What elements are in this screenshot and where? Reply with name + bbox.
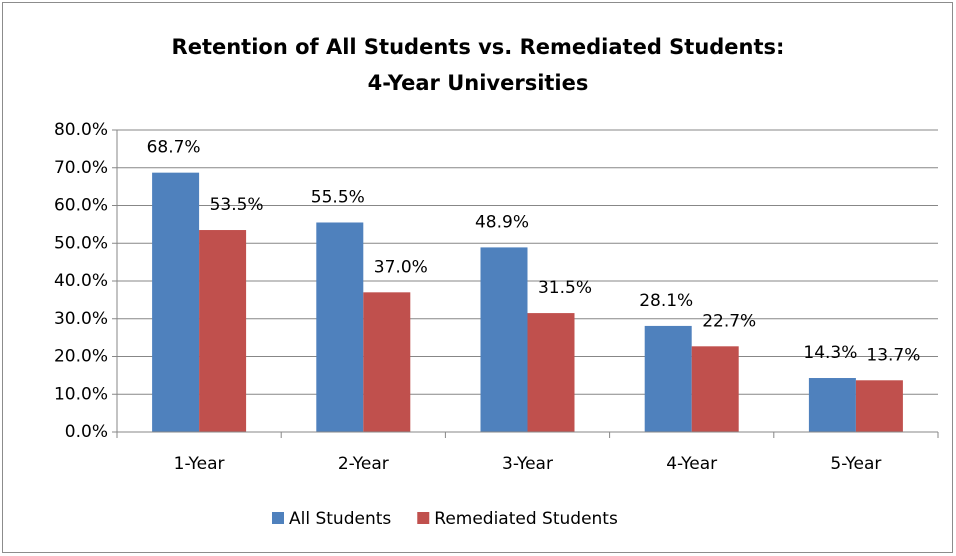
y-tick-label: 10.0%	[54, 384, 108, 404]
chart-title: Retention of All Students vs. Remediated…	[172, 35, 785, 59]
legend-swatch	[272, 512, 284, 524]
bar	[480, 247, 528, 432]
x-tick-label: 1-Year	[174, 454, 225, 474]
bar	[199, 230, 247, 432]
y-tick-label: 80.0%	[54, 120, 108, 140]
legend-swatch	[417, 512, 430, 524]
y-tick-label: 50.0%	[54, 233, 108, 253]
y-tick-label: 0.0%	[65, 422, 108, 442]
data-label: 37.0%	[374, 257, 428, 277]
x-tick-label: 2-Year	[338, 454, 389, 474]
data-label: 55.5%	[311, 187, 365, 207]
bar	[152, 172, 200, 432]
bar	[316, 222, 364, 432]
data-label: 68.7%	[147, 138, 201, 158]
legend-label: Remediated Students	[434, 509, 618, 529]
bar	[808, 378, 856, 432]
data-label: 14.3%	[803, 343, 857, 363]
x-tick-label: 4-Year	[666, 454, 717, 474]
data-label: 22.7%	[702, 311, 756, 331]
chart-title: 4-Year Universities	[368, 71, 589, 95]
data-label: 31.5%	[538, 278, 592, 298]
x-tick-label: 3-Year	[502, 454, 553, 474]
bar	[363, 292, 411, 432]
y-tick-label: 30.0%	[54, 309, 108, 329]
x-tick-label: 5-Year	[830, 454, 881, 474]
y-tick-label: 20.0%	[54, 347, 108, 367]
data-label: 13.7%	[866, 345, 920, 365]
y-tick-label: 70.0%	[54, 158, 108, 178]
y-tick-label: 40.0%	[54, 271, 108, 291]
bar	[527, 313, 575, 432]
bar	[691, 346, 739, 432]
legend-label: All Students	[289, 509, 391, 529]
data-label: 28.1%	[639, 291, 693, 311]
data-label: 53.5%	[210, 195, 264, 215]
data-label: 48.9%	[475, 212, 529, 232]
bar	[855, 380, 903, 432]
bar	[644, 325, 692, 432]
y-tick-label: 60.0%	[54, 196, 108, 216]
